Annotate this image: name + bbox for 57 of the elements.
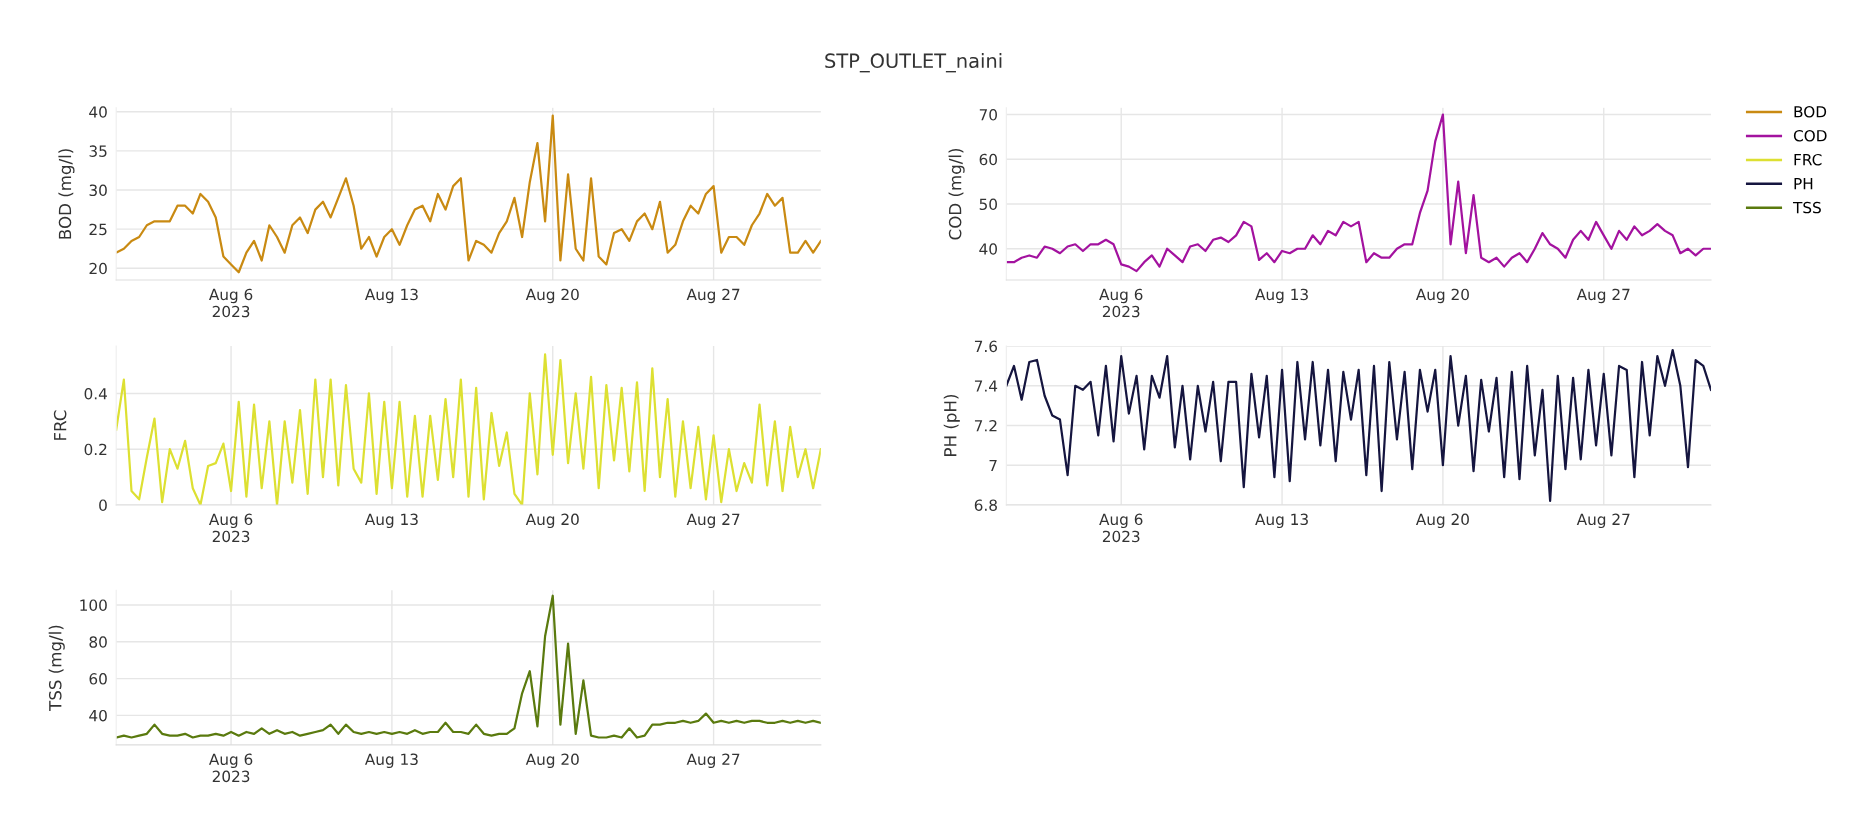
y-tick-label: 80 xyxy=(89,636,107,648)
y-axis-title: COD (mg/l) xyxy=(948,148,965,240)
y-tick-label: 7.6 xyxy=(974,340,998,353)
x-tick-label: Aug 13 xyxy=(1255,513,1308,529)
y-axis-title: PH (pH) xyxy=(943,394,960,456)
y-axis-title: FRC xyxy=(53,410,67,440)
y-tick-label: 0.4 xyxy=(84,387,107,400)
y-tick-label: 35 xyxy=(89,145,107,157)
y-tick-label: 50 xyxy=(979,198,997,211)
legend-label: TSS xyxy=(1792,201,1821,214)
line-series xyxy=(116,594,821,739)
y-tick-label: 6.8 xyxy=(974,499,997,511)
legend-label: BOD xyxy=(1794,105,1827,118)
y-tick-label: 7 xyxy=(989,459,997,472)
x-tick-label: Aug 20 xyxy=(525,288,579,304)
legend-label: FRC xyxy=(1794,153,1822,166)
x-tick-label: Aug 13 xyxy=(364,288,418,304)
x-tick-label: Aug 27 xyxy=(1576,513,1630,529)
x-tick-label: Aug 6 2023 xyxy=(1099,288,1143,318)
x-tick-label: Aug 13 xyxy=(364,753,418,768)
y-tick-label: 60 xyxy=(89,673,107,685)
line-series xyxy=(1006,113,1711,273)
line-series xyxy=(116,353,821,505)
x-tick-label: Aug 6 2023 xyxy=(1099,513,1143,543)
x-tick-label: Aug 20 xyxy=(525,513,579,529)
x-tick-label: Aug 13 xyxy=(1255,288,1308,304)
y-tick-label: 30 xyxy=(89,184,107,197)
x-tick-label: Aug 27 xyxy=(686,288,740,304)
y-tick-label: 25 xyxy=(89,223,107,236)
y-tick-label: 100 xyxy=(80,599,107,611)
legend-label: COD xyxy=(1793,129,1827,142)
x-tick-label: Aug 27 xyxy=(686,513,740,529)
y-tick-label: 0.2 xyxy=(84,443,107,456)
y-tick-label: 70 xyxy=(979,109,997,121)
x-tick-label: Aug 6 2023 xyxy=(208,753,253,783)
line-series xyxy=(116,114,821,274)
x-tick-label: Aug 20 xyxy=(1415,513,1469,529)
y-axis-title: BOD (mg/l) xyxy=(58,149,75,239)
y-tick-label: 7.4 xyxy=(974,380,998,392)
x-tick-label: Aug 20 xyxy=(525,753,579,768)
text: STP_OUTLET_naini xyxy=(825,53,1002,73)
y-tick-label: 7.2 xyxy=(974,419,997,432)
y-tick-label: 20 xyxy=(89,262,107,275)
line-series xyxy=(1006,348,1711,503)
y-tick-label: 40 xyxy=(89,709,107,722)
y-tick-label: 40 xyxy=(89,106,107,118)
x-tick-label: Aug 20 xyxy=(1415,288,1469,304)
x-tick-label: Aug 6 2023 xyxy=(208,288,253,318)
y-axis-title: TSS (mg/l) xyxy=(48,625,65,711)
x-tick-label: Aug 27 xyxy=(1576,288,1630,304)
legend-label: PH xyxy=(1794,178,1813,190)
y-tick-label: 0 xyxy=(99,499,107,511)
y-tick-label: 40 xyxy=(979,243,997,255)
x-tick-label: Aug 6 2023 xyxy=(208,513,253,543)
x-tick-label: Aug 13 xyxy=(364,513,418,529)
y-tick-label: 60 xyxy=(979,153,997,166)
x-tick-label: Aug 27 xyxy=(686,753,740,768)
